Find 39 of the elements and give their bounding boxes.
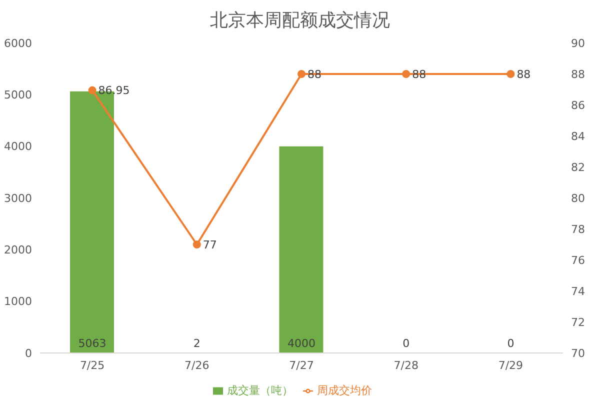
- point: [88, 86, 96, 94]
- y2-tick-label: 72: [571, 316, 585, 329]
- y2-tick-label: 82: [571, 160, 585, 174]
- x-tick-label: 7/27: [289, 358, 314, 372]
- y2-tick-label: 76: [571, 254, 585, 267]
- data-label: 4000: [288, 337, 316, 350]
- y2-tick-label: 74: [571, 284, 585, 298]
- data-label: 5063: [78, 337, 106, 350]
- y-tick-label: 3000: [4, 192, 32, 205]
- y2-tick-label: 80: [571, 192, 585, 205]
- y2-tick-label: 78: [571, 222, 585, 236]
- y2-tick-label: 70: [571, 346, 585, 360]
- data-label: 88: [516, 68, 531, 81]
- data-label: 86.95: [98, 84, 130, 98]
- data-label: 0: [402, 337, 410, 350]
- chart-title: 北京本周配额成交情况: [209, 9, 391, 33]
- point: [402, 70, 410, 78]
- x-tick-label: 7/28: [394, 358, 418, 372]
- point: [298, 70, 306, 78]
- y2-tick-label: 88: [571, 68, 585, 81]
- data-label: 2: [193, 337, 200, 350]
- legend-label: 周成交均价: [317, 384, 372, 397]
- data-label: 77: [202, 238, 217, 252]
- y2-tick-label: 84: [571, 130, 585, 143]
- point: [192, 240, 201, 248]
- y-tick-label: 6000: [4, 36, 32, 50]
- y2-tick-label: 90: [571, 36, 585, 50]
- legend-label: 成交量（吨）: [227, 384, 293, 397]
- y2-tick-label: 86: [571, 98, 585, 112]
- x-tick-label: 7/25: [80, 358, 105, 372]
- y-tick-label: 1000: [4, 295, 32, 308]
- y-tick-label: 0: [25, 346, 32, 360]
- data-label: 0: [507, 337, 514, 350]
- x-tick-label: 7/29: [498, 358, 524, 372]
- y-tick-label: 2000: [4, 244, 32, 257]
- x-tick-label: 7/26: [184, 358, 210, 372]
- point: [506, 70, 515, 78]
- y-tick-label: 4000: [4, 140, 32, 154]
- y-tick-label: 5000: [4, 88, 32, 102]
